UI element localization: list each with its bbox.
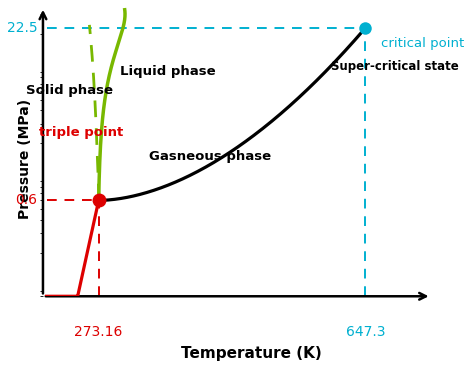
Text: Temperature (K): Temperature (K): [181, 346, 322, 361]
Text: Gasneous phase: Gasneous phase: [149, 150, 272, 163]
Text: Super-critical state: Super-critical state: [330, 60, 458, 73]
Text: triple point: triple point: [38, 126, 123, 139]
Text: Solid phase: Solid phase: [26, 84, 113, 97]
Text: 22.5: 22.5: [7, 21, 37, 35]
Text: Liquid phase: Liquid phase: [120, 65, 216, 78]
Text: 273.16: 273.16: [74, 325, 123, 339]
Text: 0.6: 0.6: [15, 193, 37, 207]
Text: critical point: critical point: [381, 37, 465, 50]
Text: 647.3: 647.3: [346, 325, 385, 339]
Text: Pressure (MPa): Pressure (MPa): [18, 99, 32, 219]
